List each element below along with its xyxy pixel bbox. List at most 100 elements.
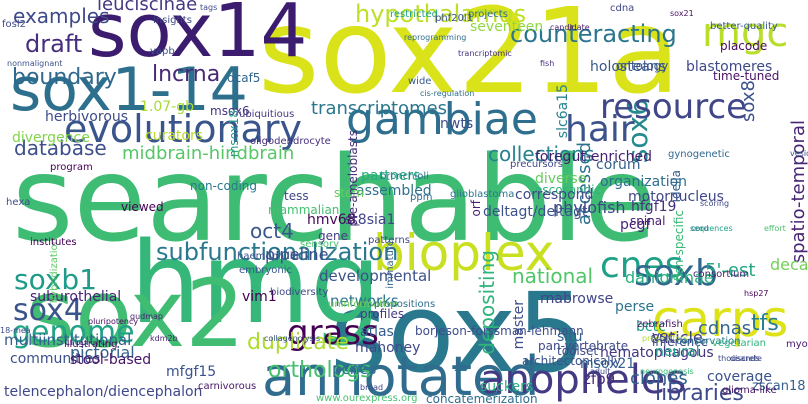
cloud-word: patterns (368, 235, 410, 246)
cloud-word: communities (10, 351, 101, 367)
cloud-word: tfs (751, 311, 779, 336)
cloud-word: rnabrowse (540, 291, 614, 307)
cloud-word: cdna (610, 3, 635, 14)
cloud-word: restricted (390, 9, 438, 20)
cloud-word: gambiae (346, 94, 538, 145)
cloud-word: duplicate (247, 330, 349, 355)
cloud-word: zscan18 (752, 379, 806, 394)
cloud-word: 1.07-gb (140, 99, 194, 115)
cloud-word: deca (770, 255, 808, 274)
cloud-word: lncrna (152, 62, 221, 87)
cloud-word: multiinstitutional (4, 331, 132, 349)
cloud-word: atlas (360, 324, 394, 340)
cloud-word: sox2 (26, 260, 246, 369)
cloud-word: program (50, 162, 93, 173)
cloud-word: broad (360, 383, 384, 392)
cloud-word: pan-vertebrate (538, 339, 629, 353)
cloud-word: fish (540, 59, 555, 68)
cloud-word: viewed (121, 200, 164, 214)
cloud-word: profiles (360, 307, 405, 321)
cloud-word: biodiversity (270, 287, 329, 298)
cloud-word: vapb (150, 46, 175, 57)
cloud-word: immature (385, 240, 396, 289)
cloud-word: diverse (535, 171, 587, 187)
cloud-word: myo6 (786, 339, 808, 350)
cloud-word: phylofish (553, 198, 626, 217)
cloud-word: hsp27 (744, 289, 769, 298)
cloud-word: sox21 (670, 9, 694, 18)
cloud-word: zebrafish (637, 319, 683, 330)
cloud-word: oct4 (250, 219, 294, 243)
cloud-word: effort (764, 224, 786, 233)
cloud-word: sox1-14 (10, 55, 248, 125)
cloud-word: leuciscinae (97, 0, 198, 15)
cloud-word: libraries (655, 381, 744, 404)
cloud-word: conservation (676, 336, 741, 347)
cloud-word: projects (468, 9, 508, 20)
cloud-word: cnes (600, 245, 684, 286)
cloud-word: holosteans (590, 59, 667, 75)
cloud-word: hmg (130, 219, 382, 349)
cloud-word: developmental (319, 267, 432, 285)
cloud-word: clones (630, 368, 688, 389)
cloud-word: hmv68 (307, 212, 356, 228)
cloud-word: ontology (616, 59, 669, 73)
cloud-word: pictorial (70, 343, 135, 362)
cloud-word: time-tuned (713, 69, 780, 83)
cloud-word: cuticle (650, 328, 703, 347)
cloud-word: gene (318, 229, 348, 243)
cloud-word: scoring (700, 199, 730, 208)
cloud-word: mammalian (268, 203, 340, 217)
cloud-word: subfunctionalization (156, 238, 399, 266)
cloud-word: discrete (730, 354, 762, 363)
cloud-word: divergence (12, 130, 90, 146)
cloud-word: www.ourexpress.org (316, 393, 418, 404)
cloud-word: hexa (6, 197, 31, 208)
cloud-word: hematophagous (600, 345, 714, 361)
cloud-word: situ (557, 329, 583, 345)
cloud-word: suburothelial (30, 289, 122, 305)
cloud-word: hypothalamus (355, 0, 527, 28)
cloud-word: placode (720, 39, 768, 53)
cloud-word: sox14 (88, 0, 308, 74)
cloud-word: mahoney (355, 340, 421, 356)
cloud-word: non-coding (190, 179, 257, 193)
cloud-word: sox8 (738, 80, 759, 122)
cloud-word: sox21a (258, 0, 681, 120)
cloud-word: searchable (12, 130, 657, 268)
cloud-word: telencephalon/diencephalon (4, 384, 203, 400)
cloud-word: uninformative (328, 299, 399, 310)
cloud-word: vim1 (242, 289, 277, 305)
cloud-word: depositing (475, 250, 499, 355)
cloud-word: pcnes (332, 360, 377, 378)
cloud-word: vegetarian (712, 338, 766, 349)
cloud-word: database (14, 136, 107, 160)
cloud-word: bronchioli (380, 171, 429, 182)
cloud-word: pluripotency (88, 317, 139, 326)
cloud-word: foregut-enriched (535, 149, 653, 165)
cloud-word: msox21 (580, 356, 636, 372)
cloud-word: gudmap (130, 312, 163, 321)
cloud-word: architectonically (522, 354, 621, 368)
cloud-word: oligodendrocyte (250, 136, 331, 147)
cloud-word: national (512, 264, 594, 288)
cloud-word: herbivorous (45, 109, 129, 125)
cloud-word: trancriptomic (458, 49, 512, 58)
cloud-word: sox5 (330, 269, 587, 397)
cloud-word: neurogenesis (640, 367, 694, 376)
cloud-word: carnivorous (198, 381, 257, 392)
cloud-word: bioplex (373, 224, 555, 282)
cloud-word: deltagt/deltagt (483, 204, 588, 220)
cloud-word: hfgf19 (631, 199, 677, 215)
cloud-word: toolset (557, 344, 599, 358)
cloud-word: institutes (30, 237, 77, 248)
cloud-word: dcaf5 (227, 71, 261, 85)
cloud-word: seventeen (470, 19, 544, 35)
cloud-word: stool-based (70, 352, 152, 368)
cloud-word: candidate (550, 23, 590, 32)
cloud-word: progenitors (642, 334, 688, 343)
cloud-word: perse (615, 299, 655, 315)
cloud-word: orf (469, 200, 483, 217)
cloud-word: zfp9 (583, 370, 616, 388)
cloud-word: annotated (262, 345, 540, 404)
